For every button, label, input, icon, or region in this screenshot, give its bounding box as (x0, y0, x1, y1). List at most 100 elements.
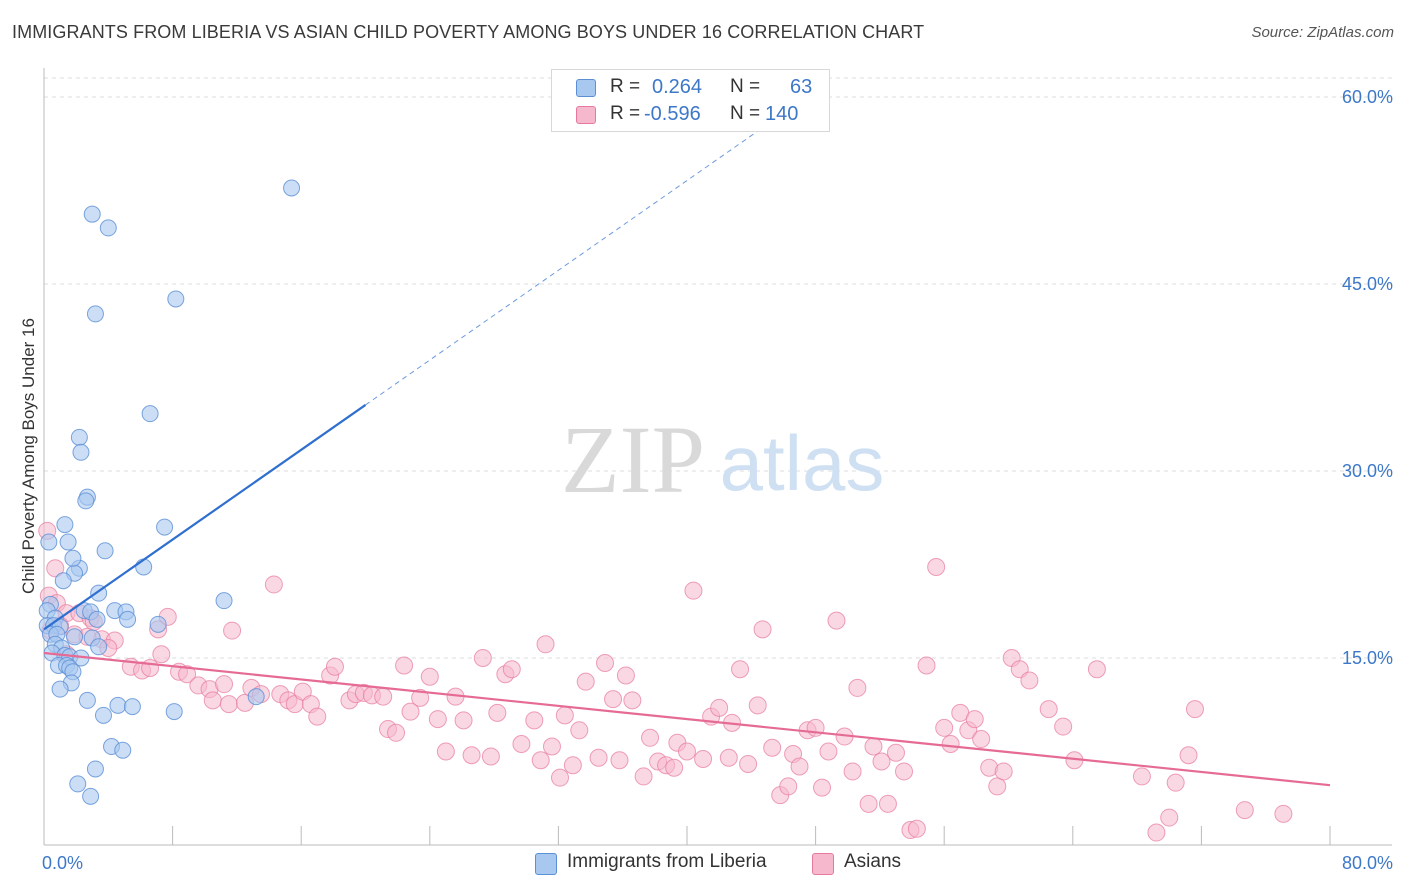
data-point-asians (1054, 717, 1073, 736)
data-point-asians (927, 557, 946, 576)
data-point-asians (178, 665, 197, 684)
data-point-liberia (64, 549, 82, 567)
data-point-liberia (54, 572, 72, 590)
data-point-liberia (156, 518, 174, 536)
data-point-asians (570, 721, 589, 740)
data-point-asians (641, 728, 660, 747)
data-point-asians (589, 748, 608, 767)
data-point-asians (488, 703, 507, 722)
data-point-asians (665, 758, 684, 777)
data-point-asians (763, 738, 782, 757)
data-point-asians (325, 657, 344, 676)
x-tick-label: 0.0% (42, 853, 83, 873)
data-point-asians (748, 696, 767, 715)
legend-n-value: 63 (790, 76, 813, 98)
y-axis-label: Child Poverty Among Boys Under 16 (19, 318, 38, 594)
legend-row-asians: R = -0.596 N = 140 (552, 101, 829, 127)
data-point-asians (872, 752, 891, 771)
watermark-atlas: atlas (720, 419, 885, 507)
data-point-asians (827, 611, 846, 630)
correlation-legend: R = 0.264 N = 63 R = -0.596 N = 140 (551, 69, 830, 132)
data-point-asians (525, 711, 544, 730)
data-point-liberia (70, 428, 88, 446)
legend-r-value: -0.596 (644, 103, 701, 125)
trend-line-liberia-extension (365, 124, 768, 406)
legend-n-label: N = (730, 76, 761, 97)
data-point-asians (542, 737, 561, 756)
data-point-asians (719, 748, 738, 767)
legend-swatch-asians (576, 106, 596, 124)
x-tick-label: 80.0% (1342, 853, 1393, 873)
data-point-asians (473, 649, 492, 667)
data-point-asians (941, 735, 960, 754)
data-point-asians (604, 690, 623, 709)
data-point-asians (152, 645, 171, 664)
data-point-asians (1185, 700, 1204, 719)
data-point-liberia (119, 610, 137, 628)
data-point-liberia (123, 698, 141, 716)
data-point-asians (308, 707, 327, 726)
liberia-points (38, 179, 301, 805)
data-point-liberia (167, 290, 185, 308)
data-point-asians (965, 710, 984, 729)
data-point-asians (512, 735, 531, 754)
data-point-asians (531, 751, 550, 770)
data-point-liberia (83, 205, 101, 223)
data-point-asians (374, 687, 393, 706)
data-point-asians (46, 559, 65, 578)
data-point-asians (843, 762, 862, 781)
data-point-asians (813, 778, 832, 797)
y-tick-label: 45.0% (1342, 274, 1393, 294)
data-point-asians (462, 746, 481, 765)
legend-n-label: N = (730, 103, 761, 124)
data-point-liberia (77, 492, 95, 510)
data-point-asians (576, 672, 595, 691)
chart-title: IMMIGRANTS FROM LIBERIA VS ASIAN CHILD P… (12, 22, 925, 42)
data-point-asians (436, 742, 455, 761)
data-point-asians (895, 762, 914, 781)
data-point-asians (848, 678, 867, 697)
data-point-asians (1132, 767, 1151, 786)
data-point-liberia (88, 610, 106, 628)
trend-lines (43, 124, 1331, 787)
data-point-liberia (149, 615, 167, 633)
data-point-asians (1160, 808, 1179, 827)
data-point-liberia (114, 741, 132, 759)
legend-swatch-liberia (576, 79, 596, 97)
data-point-liberia (82, 787, 100, 805)
trend-line-asians (43, 651, 1331, 787)
data-point-asians (694, 749, 713, 768)
data-point-asians (551, 768, 570, 787)
data-point-liberia (135, 558, 153, 576)
data-point-liberia (69, 775, 87, 793)
data-point-asians (502, 660, 521, 679)
data-point-liberia (90, 638, 108, 656)
legend-r-value: 0.264 (652, 76, 703, 98)
data-point-asians (634, 767, 653, 786)
legend-r-label: R = (610, 103, 641, 124)
data-point-asians (555, 706, 574, 725)
data-point-asians (1020, 671, 1039, 690)
data-point-liberia (66, 628, 84, 646)
data-point-liberia (109, 696, 127, 714)
data-point-liberia (86, 305, 104, 323)
data-point-asians (215, 675, 234, 694)
data-point-asians (731, 660, 750, 679)
data-point-asians (411, 688, 430, 707)
data-point-liberia (51, 680, 69, 698)
data-point-asians (678, 742, 696, 761)
watermark-zip: ZIP (561, 406, 705, 513)
data-point-asians (988, 777, 1007, 796)
data-point-asians (420, 667, 439, 686)
bottom-legend-swatch-liberia (535, 853, 557, 875)
data-point-liberia (56, 516, 74, 534)
data-point-asians (563, 756, 582, 775)
data-point-liberia (283, 179, 301, 197)
data-point-asians (790, 757, 809, 776)
data-point-asians (1235, 801, 1254, 820)
data-point-asians (1274, 804, 1293, 823)
data-point-liberia (94, 706, 112, 724)
watermark: ZIP atlas (561, 406, 884, 513)
data-point-liberia (99, 219, 117, 237)
